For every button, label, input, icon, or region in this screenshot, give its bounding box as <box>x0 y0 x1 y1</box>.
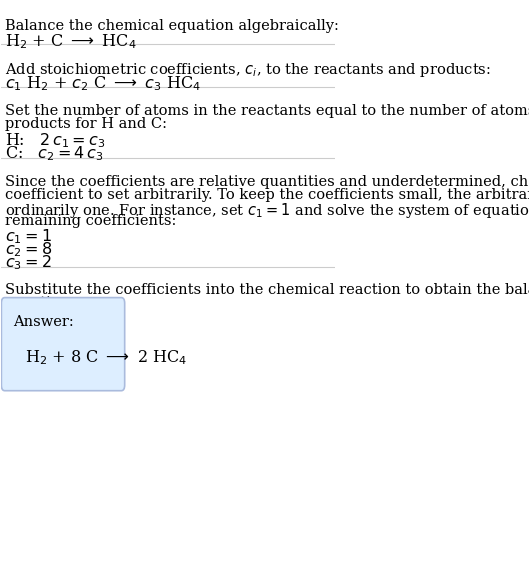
Text: Since the coefficients are relative quantities and underdetermined, choose a: Since the coefficients are relative quan… <box>5 175 529 189</box>
Text: H$_2$ + C $\longrightarrow$ HC$_4$: H$_2$ + C $\longrightarrow$ HC$_4$ <box>5 32 136 51</box>
Text: C:   $c_2 = 4\,c_3$: C: $c_2 = 4\,c_3$ <box>5 144 103 163</box>
Text: equation:: equation: <box>5 297 75 311</box>
FancyBboxPatch shape <box>2 298 125 391</box>
Text: products for H and C:: products for H and C: <box>5 117 167 131</box>
Text: coefficient to set arbitrarily. To keep the coefficients small, the arbitrary va: coefficient to set arbitrarily. To keep … <box>5 188 529 202</box>
Text: H$_2$ + 8 C $\longrightarrow$ 2 HC$_4$: H$_2$ + 8 C $\longrightarrow$ 2 HC$_4$ <box>25 348 187 367</box>
Text: Balance the chemical equation algebraically:: Balance the chemical equation algebraica… <box>5 19 339 33</box>
Text: ordinarily one. For instance, set $c_1 = 1$ and solve the system of equations fo: ordinarily one. For instance, set $c_1 =… <box>5 201 529 219</box>
Text: H:   $2\,c_1 = c_3$: H: $2\,c_1 = c_3$ <box>5 131 105 150</box>
Text: Answer:: Answer: <box>13 315 74 328</box>
Text: $c_1 = 1$: $c_1 = 1$ <box>5 227 51 246</box>
Text: Set the number of atoms in the reactants equal to the number of atoms in the: Set the number of atoms in the reactants… <box>5 104 529 118</box>
Text: Add stoichiometric coefficients, $c_i$, to the reactants and products:: Add stoichiometric coefficients, $c_i$, … <box>5 61 490 79</box>
Text: $c_3 = 2$: $c_3 = 2$ <box>5 253 51 272</box>
Text: $c_1$ H$_2$ + $c_2$ C $\longrightarrow$ $c_3$ HC$_4$: $c_1$ H$_2$ + $c_2$ C $\longrightarrow$ … <box>5 75 201 94</box>
Text: remaining coefficients:: remaining coefficients: <box>5 214 176 227</box>
Text: $c_2 = 8$: $c_2 = 8$ <box>5 240 52 259</box>
Text: Substitute the coefficients into the chemical reaction to obtain the balanced: Substitute the coefficients into the che… <box>5 284 529 298</box>
